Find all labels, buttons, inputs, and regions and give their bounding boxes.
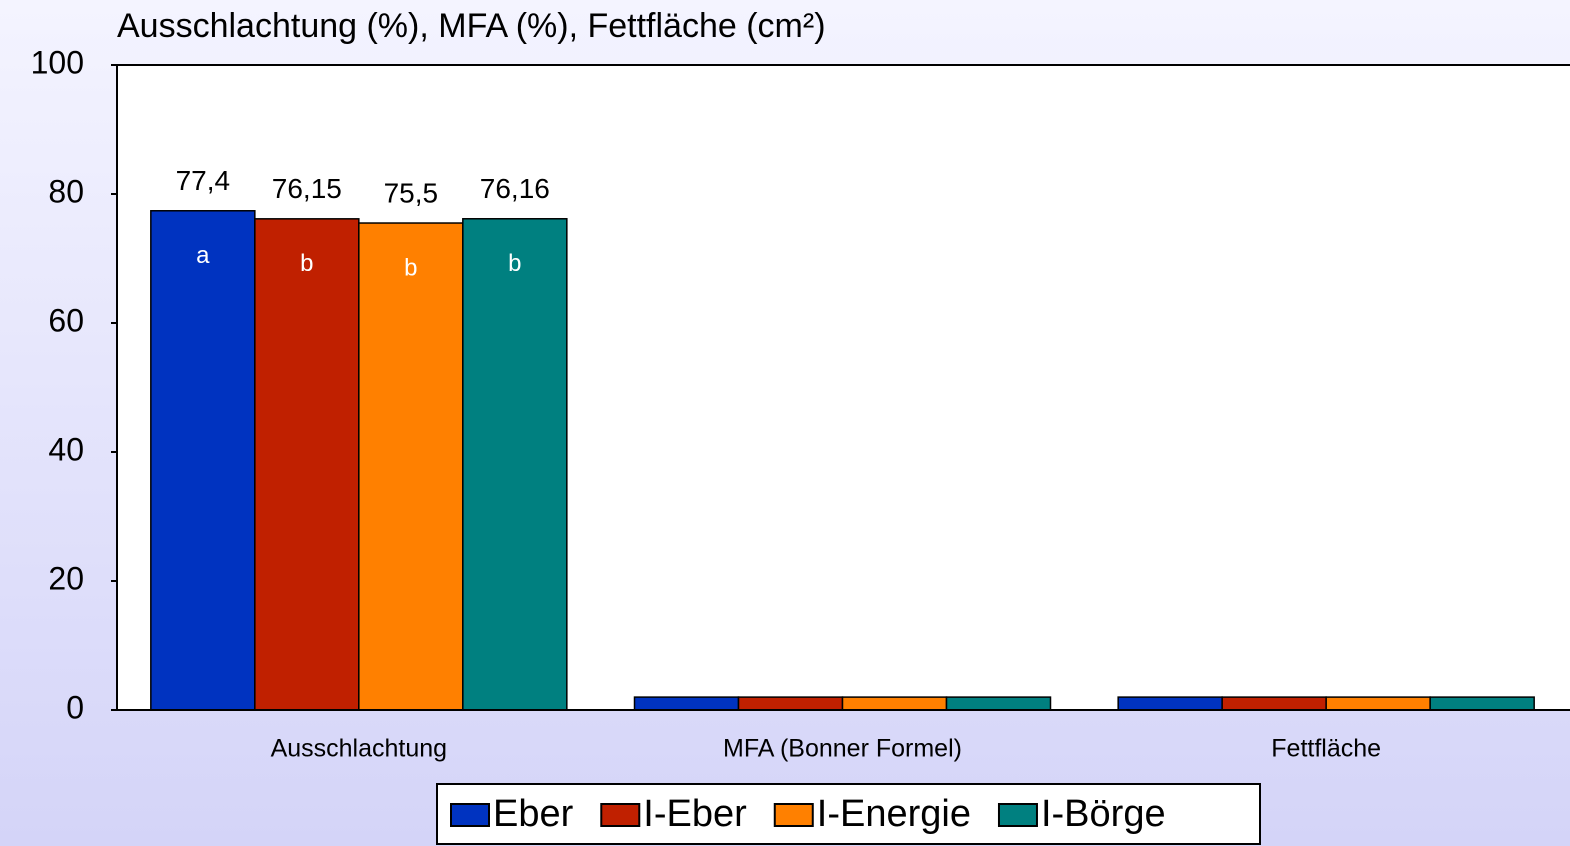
significance-letter: b <box>300 250 313 277</box>
x-tick-label: Fettfläche <box>1271 735 1381 763</box>
legend-label: Eber <box>493 793 574 835</box>
x-tick-label: Ausschlachtung <box>271 735 448 763</box>
bar <box>358 222 464 711</box>
legend-swatch <box>600 803 641 827</box>
y-tick-label: 60 <box>48 302 84 338</box>
bar <box>254 218 360 711</box>
significance-letter: b <box>404 254 417 281</box>
data-label: 77,4 <box>176 165 231 196</box>
y-tick-label: 20 <box>48 560 84 596</box>
y-tick-label: 80 <box>48 173 84 209</box>
legend-label: I-Energie <box>817 793 971 835</box>
legend: Eber I-Eber I-Energie I-Börge <box>436 783 1261 845</box>
data-label: 76,16 <box>480 173 550 204</box>
bar <box>150 210 256 711</box>
bar <box>1325 696 1431 711</box>
y-tick-label: 100 <box>31 44 84 80</box>
significance-letter: a <box>196 242 210 269</box>
legend-label: I-Börge <box>1041 793 1166 835</box>
bar <box>1429 696 1535 711</box>
legend-swatch <box>450 803 490 827</box>
bar <box>737 696 844 711</box>
data-label: 75,5 <box>384 177 439 208</box>
bar <box>945 696 1052 711</box>
legend-box <box>436 783 1261 845</box>
bar <box>841 696 948 711</box>
legend-label: I-Eber <box>643 793 747 835</box>
x-tick-label: MFA (Bonner Formel) <box>723 735 962 763</box>
data-label: 76,15 <box>272 173 342 204</box>
bar <box>462 218 568 711</box>
legend-swatch <box>997 803 1038 827</box>
chart-title: Ausschlachtung (%), MFA (%), Fettfläche … <box>117 7 826 45</box>
bar <box>633 696 740 711</box>
significance-letter: b <box>508 250 521 277</box>
y-tick-label: 0 <box>66 689 84 725</box>
y-tick-label: 40 <box>48 431 84 467</box>
legend-swatch <box>773 803 814 827</box>
bar <box>1221 696 1327 711</box>
bar <box>1117 696 1223 711</box>
